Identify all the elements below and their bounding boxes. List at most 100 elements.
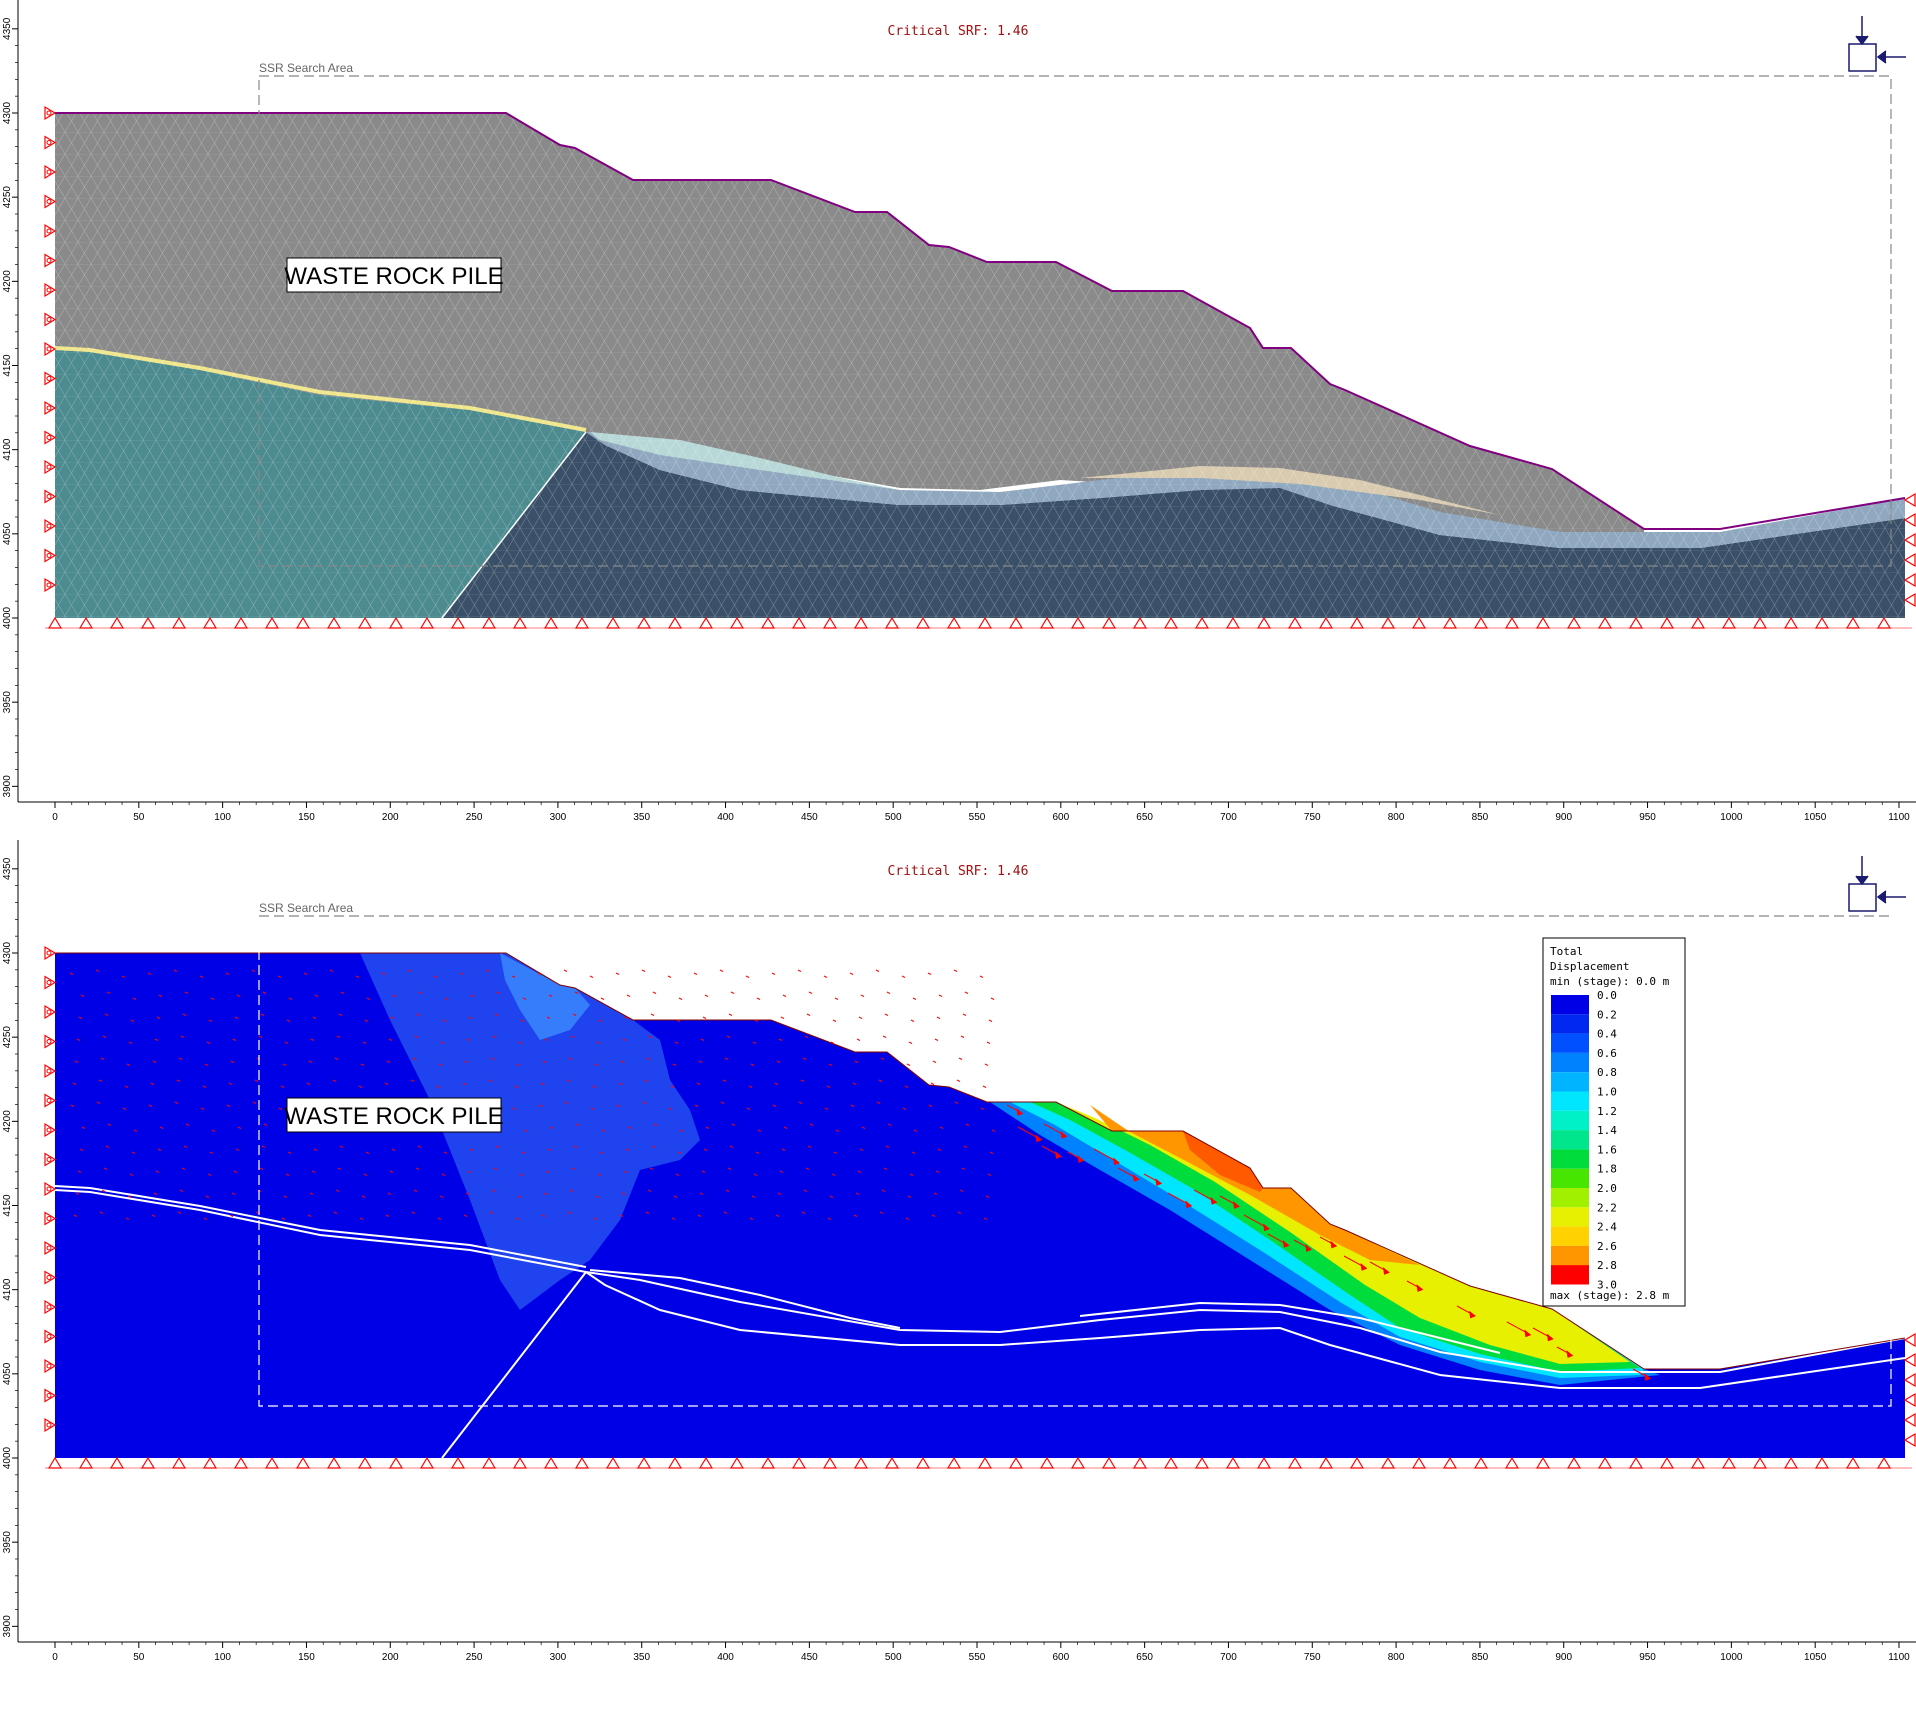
roller-support-marker — [1903, 1372, 1916, 1388]
displacement-vector — [436, 1085, 441, 1088]
displacement-vector — [600, 997, 605, 1000]
fixed-support-marker — [729, 616, 745, 629]
displacement-vector — [620, 1060, 625, 1063]
y-tick-label: 4250 — [2, 186, 13, 209]
fixed-support-marker — [1845, 1456, 1861, 1469]
x-tick-label: 250 — [466, 1652, 483, 1663]
mesh-overlay — [55, 113, 1905, 618]
legend-value: 0.8 — [1597, 1066, 1617, 1079]
roller-support-wheel — [46, 582, 52, 588]
displacement-vector — [668, 1107, 673, 1110]
vector-arrowhead — [1330, 1240, 1338, 1249]
displacement-vector — [282, 1063, 287, 1066]
displacement-vector — [965, 1123, 970, 1126]
vector-arrowhead — [1016, 1108, 1024, 1116]
displacement-vector — [515, 1217, 520, 1220]
displacement-vector — [781, 1148, 786, 1151]
fixed-support-marker — [388, 1456, 404, 1469]
roller-support-marker — [44, 223, 57, 239]
displacement-model-view[interactable]: SSR Search Area Critical SRF: 1.46 WASTE… — [0, 840, 1916, 1680]
displacement-vector — [780, 1016, 785, 1019]
displacement-vector — [391, 1148, 396, 1151]
displacement-vector — [703, 1148, 708, 1151]
displacement-vector — [98, 1079, 103, 1082]
displacement-vector — [902, 1107, 907, 1110]
displacement-vector — [200, 1107, 205, 1110]
displacement-vector — [772, 1104, 777, 1107]
displacement-vector — [963, 1145, 968, 1148]
vector-arrowhead — [1060, 1130, 1068, 1139]
displacement-vector — [956, 1079, 961, 1082]
displacement-vector — [288, 997, 293, 1000]
fixed-support-marker — [326, 616, 342, 629]
displacement-legend[interactable]: Total Displacement min (stage): 0.0 m 0.… — [1542, 937, 1686, 1307]
roller-support-wheel — [46, 1186, 52, 1192]
displacement-vector — [646, 1057, 651, 1060]
roller-support-marker — [44, 1358, 57, 1374]
displacement-vector — [80, 994, 85, 997]
legend-value: 1.2 — [1597, 1105, 1617, 1118]
fixed-support-marker — [1566, 1456, 1582, 1469]
displacement-plume-crest — [500, 953, 590, 1040]
displacement-vector — [314, 994, 319, 997]
displacement-vector — [74, 1060, 79, 1063]
displacement-vector — [72, 1082, 77, 1085]
displacement-vector — [488, 1079, 493, 1082]
displacement-vector — [985, 1195, 990, 1198]
displacement-vector — [779, 1170, 784, 1173]
displacement-vector — [546, 1016, 551, 1019]
roller-support-marker — [1903, 1432, 1916, 1448]
fixed-support-marker — [1411, 616, 1427, 629]
fixed-support-marker — [1039, 616, 1055, 629]
displacement-vector — [355, 975, 360, 978]
displacement-vector — [542, 1060, 547, 1063]
x-tick-label: 0 — [52, 1652, 58, 1663]
mesh-panel: SSR Search Area Critical SRF: 1.46 WASTE… — [0, 0, 1916, 840]
displacement-vector — [520, 1019, 525, 1022]
x-tick-label: 300 — [550, 1652, 567, 1663]
displacement-vector — [185, 1123, 190, 1126]
vector-arrowhead — [1282, 1239, 1290, 1248]
mesh-model-view[interactable]: SSR Search Area Critical SRF: 1.46 WASTE… — [0, 0, 1916, 840]
displacement-vector — [887, 1123, 892, 1126]
displacement-vector — [179, 1189, 184, 1192]
displacement-vector — [211, 1129, 216, 1132]
roller-support-marker — [44, 1417, 57, 1433]
load-direction-icon[interactable] — [1848, 16, 1906, 72]
y-tick-label: 4150 — [2, 354, 13, 377]
displacement-vector — [859, 1148, 864, 1151]
displacement-vector — [286, 1019, 291, 1022]
vector-arrowhead — [1382, 1266, 1390, 1275]
vector-arrowhead — [1210, 1196, 1218, 1205]
x-tick-label: 350 — [633, 812, 650, 823]
displacement-vector — [589, 975, 594, 978]
displacement-vector — [939, 1126, 944, 1129]
roller-support-wheel — [46, 199, 52, 204]
displacement-vector — [176, 1079, 181, 1082]
displacement-vector — [125, 1217, 130, 1220]
fixed-support-marker — [1008, 1456, 1024, 1469]
displacement-vector — [697, 1214, 702, 1217]
fixed-support-marker — [1287, 616, 1303, 629]
displacement-vector — [834, 997, 839, 1000]
displacement-vector — [783, 1126, 788, 1129]
roller-support-marker — [44, 548, 57, 563]
displacement-vector — [388, 1038, 393, 1041]
displacement-vector — [77, 1170, 82, 1173]
roller-support-marker — [44, 282, 57, 298]
displacement-vector — [517, 1195, 522, 1198]
fixed-support-marker — [1070, 1456, 1086, 1469]
displacement-vector — [173, 969, 178, 972]
displacement-vector — [333, 1211, 338, 1214]
displacement-vector — [797, 969, 802, 972]
fixed-support-marker — [140, 616, 156, 629]
y-tick-label: 3950 — [2, 691, 13, 714]
load-direction-icon[interactable] — [1848, 856, 1906, 912]
displacement-vector — [307, 1214, 312, 1217]
displacement-vector — [959, 1189, 964, 1192]
displacement-vector — [470, 994, 475, 997]
legend-swatch — [1551, 1014, 1589, 1034]
displacement-vector — [704, 994, 709, 997]
ssr-search-area[interactable] — [258, 75, 1892, 567]
displacement-vector — [538, 1104, 543, 1107]
